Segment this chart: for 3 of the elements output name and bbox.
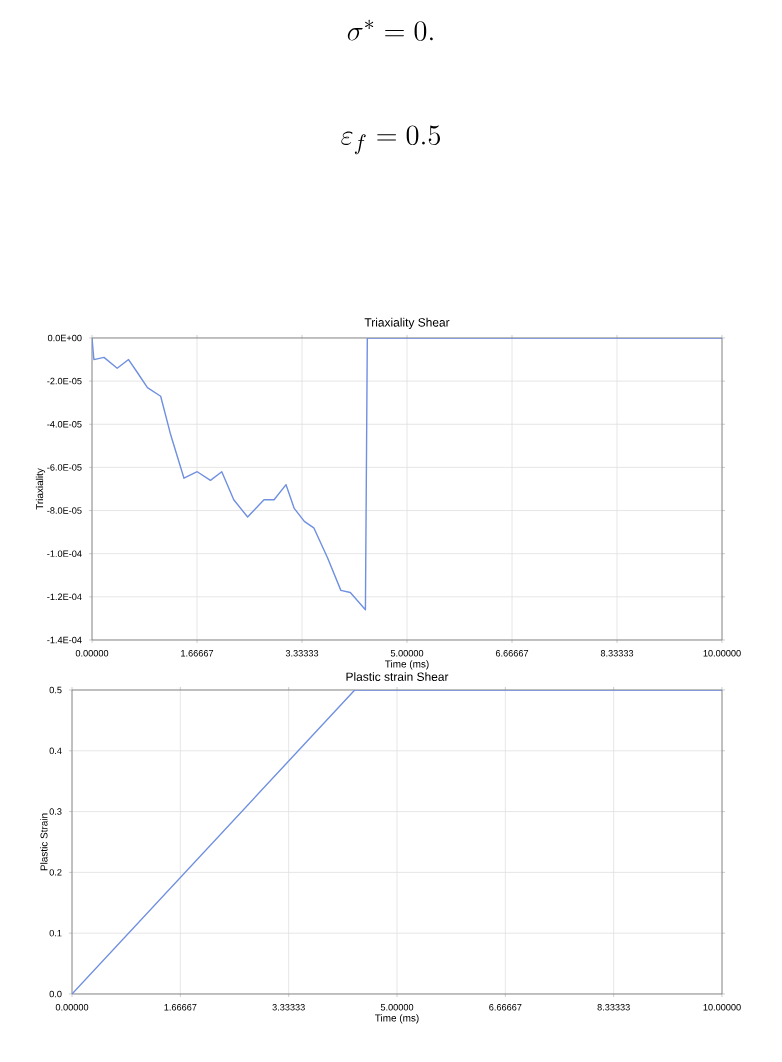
text: $\sigma^* = 0.$ (347, 19, 433, 41)
line-series (92, 337, 723, 611)
text: $\varepsilon_f =0.5$ (341, 125, 441, 155)
